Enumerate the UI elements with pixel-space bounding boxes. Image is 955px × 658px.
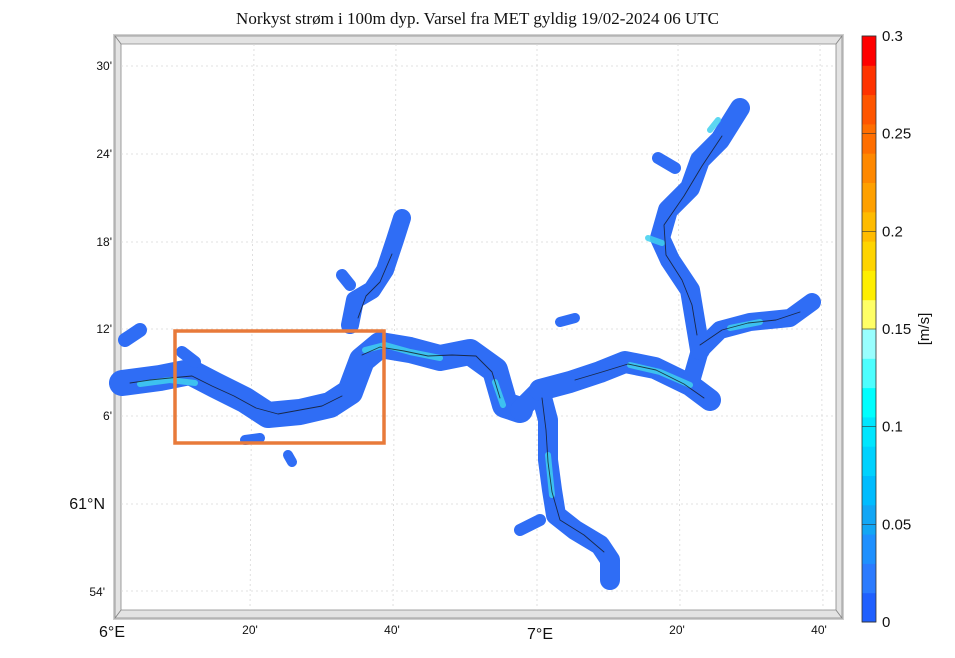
- colorbar-unit: [m/s]: [916, 313, 933, 346]
- colorbar-tick-label: 0.1: [882, 419, 903, 436]
- lon-label: 6°E: [99, 624, 125, 641]
- lat-label: 24': [96, 147, 112, 161]
- colorbar: 0.3 0.25 0.2 0.15 0.1 0.05 0 [m/s]: [861, 28, 933, 631]
- lon-label: 20': [669, 623, 685, 637]
- colorbar-cell: [862, 94, 876, 125]
- colorbar-cell: [862, 416, 876, 447]
- colorbar-cell: [862, 241, 876, 271]
- colorbar-cell: [862, 182, 876, 213]
- colorbar-tick-label: 0.2: [882, 223, 903, 240]
- lat-label: 30': [96, 59, 112, 73]
- colorbar-tick-label: 0.05: [882, 516, 911, 533]
- map-frame: [113, 34, 844, 620]
- fjord-currents: [109, 98, 821, 590]
- lat-label: 54': [89, 585, 105, 599]
- colorbar-cell: [862, 329, 876, 359]
- colorbar-cell: [862, 211, 876, 242]
- colorbar-cell: [862, 592, 876, 623]
- colorbar-cell: [862, 123, 876, 154]
- colorbar-cell: [862, 475, 876, 506]
- colorbar-tick-label: 0.15: [882, 321, 911, 338]
- colorbar-cell: [862, 358, 876, 389]
- colorbar-tick-label: 0.25: [882, 126, 911, 143]
- lon-label: 40': [811, 623, 827, 637]
- colorbar-cell: [862, 36, 876, 66]
- colorbar-cell: [862, 270, 876, 301]
- colorbar-cell: [862, 563, 876, 594]
- lat-label: 61°N: [69, 496, 105, 513]
- colorbar-cell: [862, 534, 876, 564]
- longitude-labels: 6°E 20' 40' 7°E 20' 40': [99, 623, 827, 643]
- lon-label: 40': [384, 623, 400, 637]
- current-channel-south-branch: [510, 380, 620, 590]
- colorbar-cell: [862, 299, 876, 330]
- map-title: Norkyst strøm i 100m dyp. Varsel fra MET…: [236, 9, 719, 28]
- colorbar-cell: [862, 153, 876, 183]
- colorbar-tick-label: 0: [882, 614, 890, 631]
- colorbar-cell: [862, 504, 876, 535]
- latitude-labels: 30' 24' 18' 12' 6' 61°N 54': [69, 59, 112, 599]
- current-channel-west-edge: [118, 323, 147, 347]
- colorbar-cell: [862, 446, 876, 476]
- current-channel-northeast-branch: [650, 98, 750, 360]
- highlight-box: [173, 329, 386, 445]
- colorbar-tick-label: 0.3: [882, 28, 903, 45]
- lon-label: 20': [242, 623, 258, 637]
- lat-label: 12': [96, 322, 112, 336]
- colorbar-cell: [862, 65, 876, 96]
- colorbar-cell: [862, 387, 876, 418]
- lon-label: 7°E: [527, 626, 553, 643]
- lat-label: 6': [103, 409, 112, 423]
- current-channel-north-branch: [341, 209, 411, 334]
- lat-label: 18': [96, 235, 112, 249]
